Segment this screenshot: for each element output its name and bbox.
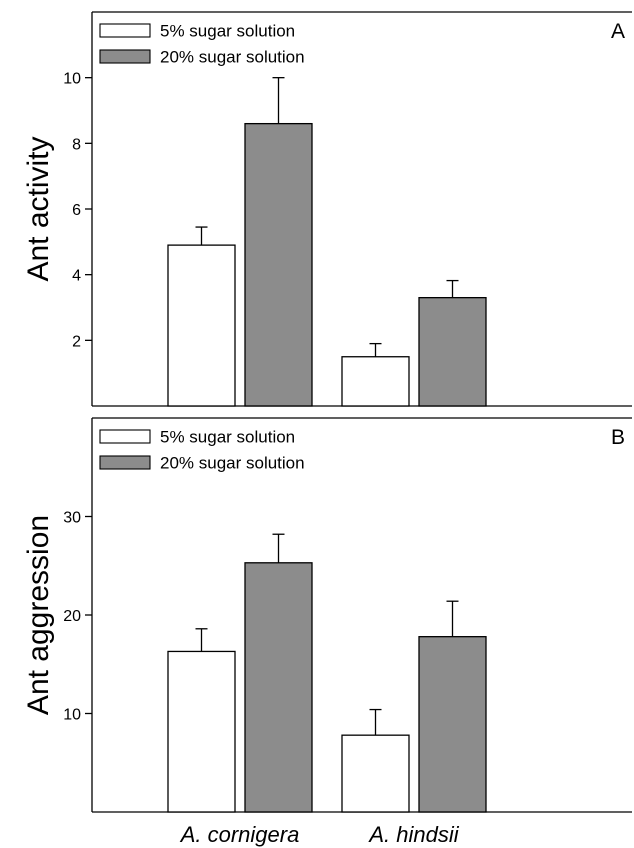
legend-swatch [99, 429, 151, 444]
x-category-label: A. cornigera [179, 822, 300, 847]
legend-swatch [99, 23, 151, 38]
bar [341, 356, 410, 407]
legend-label: 5% sugar solution [160, 428, 295, 447]
y-tick-label: 30 [63, 510, 81, 527]
y-tick-label: 20 [63, 608, 81, 625]
panel-letter: A [611, 20, 625, 43]
y-tick-label: 10 [63, 707, 81, 724]
bar [418, 636, 487, 813]
legend-swatch [99, 455, 151, 470]
panel-letter: B [611, 426, 625, 449]
y-axis-title: Ant activity [22, 136, 55, 281]
legend-label: 20% sugar solution [160, 454, 305, 473]
bar [418, 296, 487, 407]
bar [244, 122, 313, 407]
y-tick-label: 8 [72, 136, 81, 153]
bar [244, 562, 313, 813]
panel-a: 2 4 6 8 10 Ant activity A 5% sugar solution 20% … [22, 11, 632, 407]
y-axis-title: Ant aggression [22, 515, 55, 715]
bar [167, 244, 236, 407]
x-category-label: A. hindsii [367, 822, 459, 847]
y-tick-label: 4 [72, 268, 81, 285]
bar [167, 650, 236, 813]
legend-label: 5% sugar solution [160, 22, 295, 41]
y-tick-label: 2 [72, 333, 81, 350]
y-tick-label: 10 [63, 71, 81, 88]
legend-swatch [99, 49, 151, 64]
bar [341, 734, 410, 813]
legend-label: 20% sugar solution [160, 48, 305, 67]
y-tick-label: 6 [72, 202, 81, 219]
panel-b: 10 20 30 Ant aggression B 5% sugar solution 20… [22, 417, 632, 813]
